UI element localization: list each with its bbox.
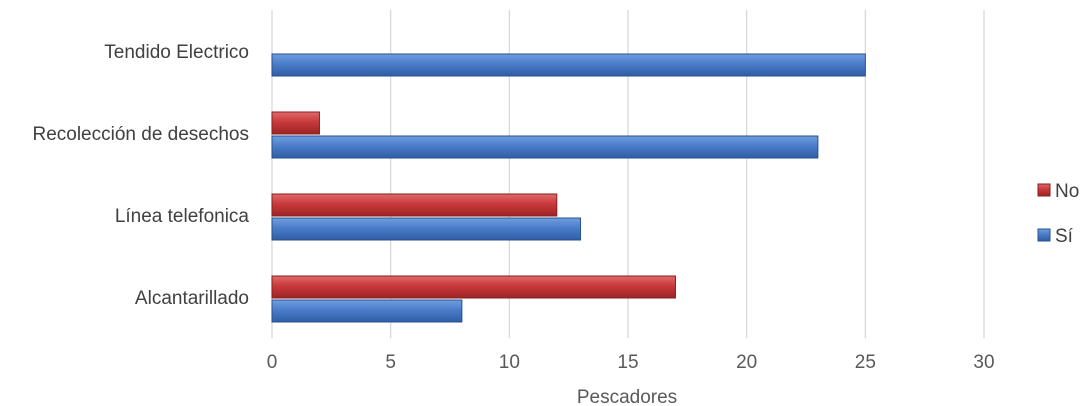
category-label-alcantarillado: Alcantarillado — [135, 288, 249, 309]
x-tick-label-15: 15 — [617, 352, 638, 373]
x-tick-label-30: 30 — [973, 352, 994, 373]
bar-no-recoleccion-de-desechos — [271, 111, 320, 135]
x-tick-labels: 0 5 10 15 20 25 30 — [267, 352, 995, 373]
legend-label-no: No — [1055, 181, 1079, 202]
category-label-tendido-electrico: Tendido Electrico — [104, 42, 249, 63]
category-labels: Alcantarillado Línea telefonica Recolecció… — [32, 42, 249, 309]
bar-si-alcantarillado — [271, 299, 463, 323]
bar-no-linea-telefonica — [271, 193, 558, 217]
legend: No Sí — [1037, 181, 1079, 247]
legend-swatch-si — [1037, 228, 1051, 242]
legend-swatch-no — [1037, 183, 1051, 197]
x-tick-label-5: 5 — [385, 352, 396, 373]
bar-si-recoleccion-de-desechos — [271, 135, 819, 159]
category-label-linea-telefonica: Línea telefonica — [115, 206, 250, 227]
x-tick-label-0: 0 — [267, 352, 278, 373]
category-label-recoleccion-de-desechos: Recolección de desechos — [32, 124, 249, 145]
bar-si-linea-telefonica — [271, 217, 582, 241]
bar-no-alcantarillado — [271, 275, 676, 299]
bar-si-tendido-electrico — [271, 53, 866, 77]
x-tick-label-20: 20 — [736, 352, 757, 373]
legend-label-si: Sí — [1055, 226, 1074, 247]
x-axis-title: Pescadores — [577, 387, 677, 406]
bars — [271, 53, 866, 323]
x-tick-label-25: 25 — [855, 352, 876, 373]
x-tick-label-10: 10 — [499, 352, 520, 373]
